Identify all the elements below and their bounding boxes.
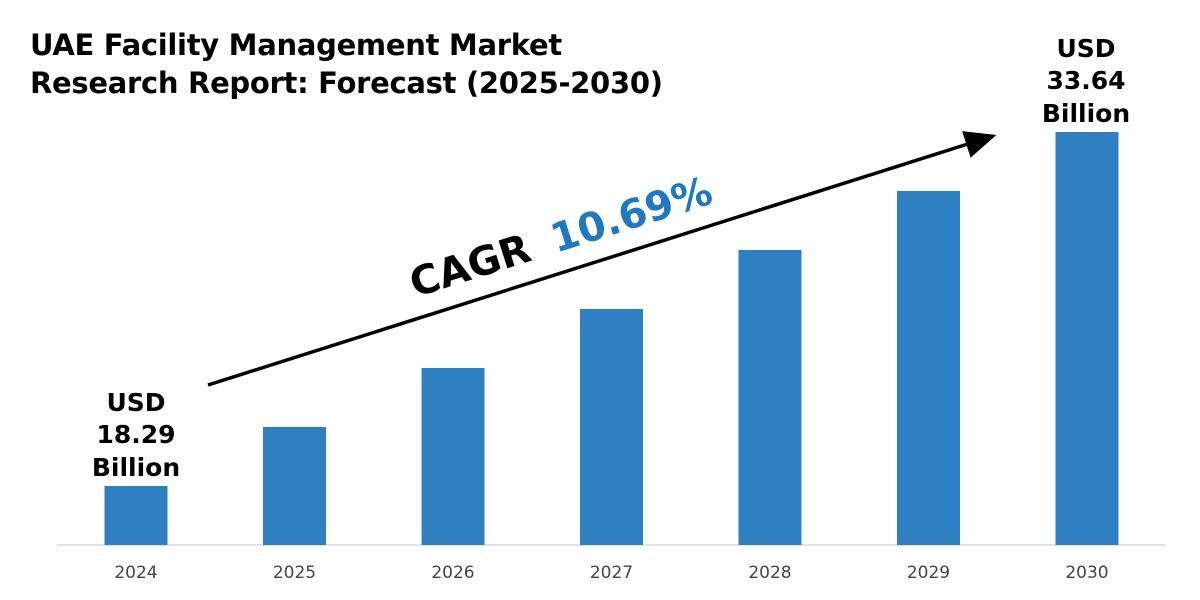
start-label-line-1: USD (106, 388, 165, 417)
start-label-line-3: Billion (92, 453, 180, 482)
title-line-2: Research Report: Forecast (2025-2030) (30, 66, 663, 100)
bar-2028 (738, 250, 802, 545)
bar-2026 (421, 368, 485, 545)
bar-2029 (897, 191, 960, 545)
bar-2024 (104, 486, 168, 545)
x-tick-label: 2030 (1065, 563, 1108, 583)
x-tick-label: 2028 (748, 563, 791, 583)
start-label-line-2: 18.29 (96, 420, 175, 449)
x-tick-label: 2024 (114, 563, 157, 583)
growth-arrow (207, 131, 997, 387)
end-label-line-2: 33.64 (1046, 66, 1125, 95)
chart-title: UAE Facility Management Market Research … (30, 26, 663, 102)
bar-2025 (263, 427, 326, 545)
cagr-value: 10.69% (545, 168, 718, 262)
x-tick-label: 2025 (273, 563, 316, 583)
bar-2030 (1055, 132, 1119, 545)
cagr-prefix: CAGR (404, 226, 536, 307)
title-line-1: UAE Facility Management Market (30, 28, 562, 62)
x-tick-label: 2027 (590, 563, 633, 583)
bar-2027 (580, 309, 643, 545)
x-tick-label: 2029 (907, 563, 950, 583)
end-label-line-1: USD (1056, 34, 1115, 63)
end-label-line-3: Billion (1042, 99, 1130, 128)
end-value-label: USD 33.64 Billion (1042, 34, 1130, 128)
x-tick-label: 2026 (431, 563, 474, 583)
start-value-label: USD 18.29 Billion (92, 388, 180, 482)
